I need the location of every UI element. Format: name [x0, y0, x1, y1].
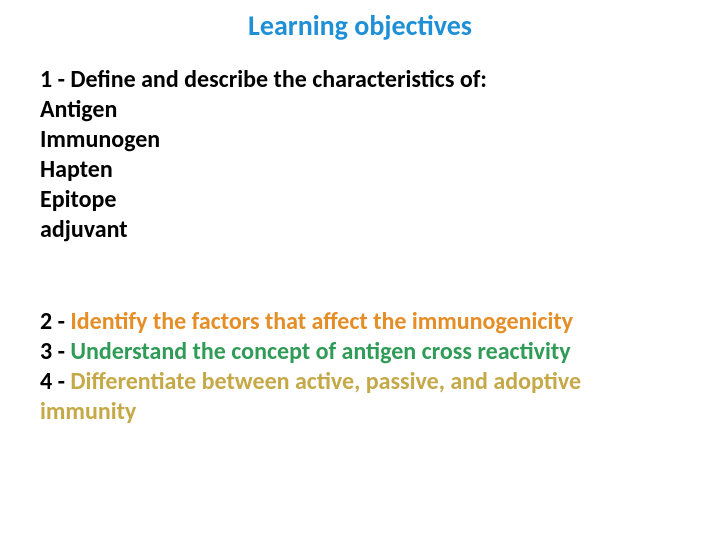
objective-1-num: 1 - [40, 65, 65, 94]
objective-2-num: 2 - [40, 307, 65, 336]
section-2: 2 - Identify the factors that affect the… [40, 307, 680, 427]
objective-2: 2 - Identify the factors that affect the… [40, 307, 680, 337]
objective-1-text: Define and describe the characteristics … [65, 65, 487, 94]
section-1: 1 - Define and describe the characterist… [40, 65, 680, 245]
objective-3-num: 3 - [40, 337, 65, 366]
objective-3: 3 - Understand the concept of antigen cr… [40, 337, 680, 367]
term-item: Immunogen [40, 125, 680, 155]
slide-title: Learning objectives [40, 8, 680, 43]
term-item: adjuvant [40, 215, 680, 245]
term-item: Hapten [40, 155, 680, 185]
objective-2-text: Identify the factors that affect the imm… [65, 307, 573, 336]
term-item: Antigen [40, 95, 680, 125]
objective-1-heading: 1 - Define and describe the characterist… [40, 65, 680, 95]
objective-4-num: 4 - [40, 367, 65, 396]
objective-4: 4 - Differentiate between active, passiv… [40, 367, 680, 427]
title-text: Learning objectives [248, 8, 472, 43]
objective-3-text: Understand the concept of antigen cross … [65, 337, 571, 366]
term-item: Epitope [40, 185, 680, 215]
objective-4-text: Differentiate between active, passive, a… [40, 367, 581, 426]
